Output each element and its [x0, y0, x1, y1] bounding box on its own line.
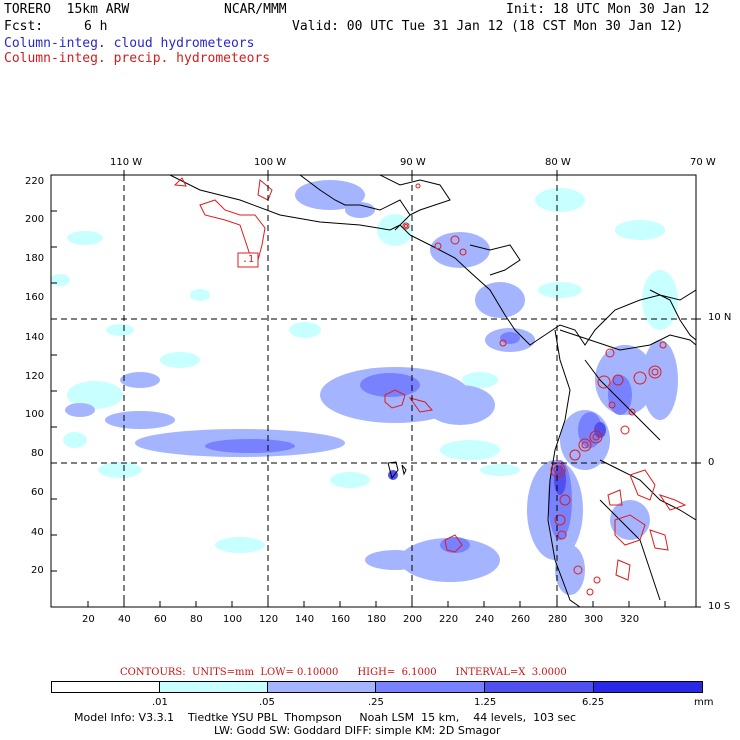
lat-label-10s: 10 S	[708, 601, 731, 612]
y-tick: 180	[25, 253, 45, 264]
x-tick: 120	[259, 614, 279, 625]
contour-label: .1	[242, 254, 255, 265]
legend-swatch	[51, 681, 160, 693]
precip-hydrometeor-title: Column-integ. precip. hydrometeors	[4, 51, 271, 66]
cloud-hydrometeor-shading	[51, 180, 678, 595]
axis-ticks	[51, 170, 701, 608]
y-tick: 20	[31, 565, 44, 576]
y-tick: 120	[25, 371, 45, 382]
model-physics: LW: Godd SW: Goddard DIFF: simple KM: 2D…	[214, 724, 501, 737]
init-time: Init: 18 UTC Mon 30 Jan 12	[506, 2, 710, 17]
y-tick: 80	[31, 448, 44, 459]
y-tick: 220	[25, 176, 45, 187]
legend-label: 6.25	[582, 697, 605, 708]
x-tick: 60	[154, 614, 167, 625]
cloud-hydrometeor-title: Column-integ. cloud hydrometeors	[4, 36, 255, 51]
x-tick: 240	[475, 614, 495, 625]
lon-label-90w: 90 W	[400, 157, 426, 168]
valid-time: Valid: 00 UTC Tue 31 Jan 12 (18 CST Mon …	[292, 19, 684, 34]
y-tick: 200	[25, 214, 45, 225]
x-tick: 40	[118, 614, 131, 625]
lat-label-10n: 10 N	[708, 312, 732, 323]
model-info: Model Info: V3.3.1 Tiedtke YSU PBL Thomp…	[74, 711, 577, 724]
legend-swatch	[267, 681, 376, 693]
forecast-value: 6 h	[84, 19, 108, 34]
x-tick: 100	[223, 614, 243, 625]
forecast-label: Fcst:	[4, 19, 44, 34]
x-tick: 160	[331, 614, 351, 625]
legend-swatch	[159, 681, 268, 693]
legend-label: .25	[368, 697, 384, 708]
legend-label: 1.25	[474, 697, 497, 708]
x-tick: 320	[620, 614, 640, 625]
x-tick: 140	[295, 614, 315, 625]
legend-label: .01	[152, 697, 168, 708]
x-tick: 200	[403, 614, 423, 625]
legend-unit: mm	[694, 697, 714, 708]
legend-swatch	[375, 681, 485, 693]
x-tick: 220	[439, 614, 459, 625]
legend-swatch	[484, 681, 594, 693]
legend-swatch	[593, 681, 703, 693]
graticule	[51, 175, 696, 607]
x-tick: 20	[82, 614, 95, 625]
lat-label-0: 0	[708, 457, 715, 468]
model-title: TORERO 15km ARW	[4, 2, 130, 17]
x-tick: 260	[511, 614, 531, 625]
lon-label-80w: 80 W	[545, 157, 571, 168]
contour-info: CONTOURS: UNITS=mm LOW= 0.10000 HIGH= 6.…	[120, 667, 567, 678]
x-tick: 280	[548, 614, 568, 625]
lon-label-100w: 100 W	[254, 157, 287, 168]
y-tick: 60	[31, 487, 44, 498]
lon-label-110w: 110 W	[110, 157, 143, 168]
contour-label-box	[237, 252, 259, 268]
x-tick: 180	[367, 614, 387, 625]
lon-label-70w: 70 W	[690, 157, 716, 168]
y-tick: 160	[25, 292, 45, 303]
x-tick: 80	[190, 614, 203, 625]
y-tick: 40	[31, 527, 44, 538]
legend-label: .05	[259, 697, 275, 708]
center-title: NCAR/MMM	[224, 2, 287, 17]
y-tick: 140	[25, 332, 45, 343]
y-tick: 100	[25, 409, 45, 420]
x-tick: 300	[584, 614, 604, 625]
